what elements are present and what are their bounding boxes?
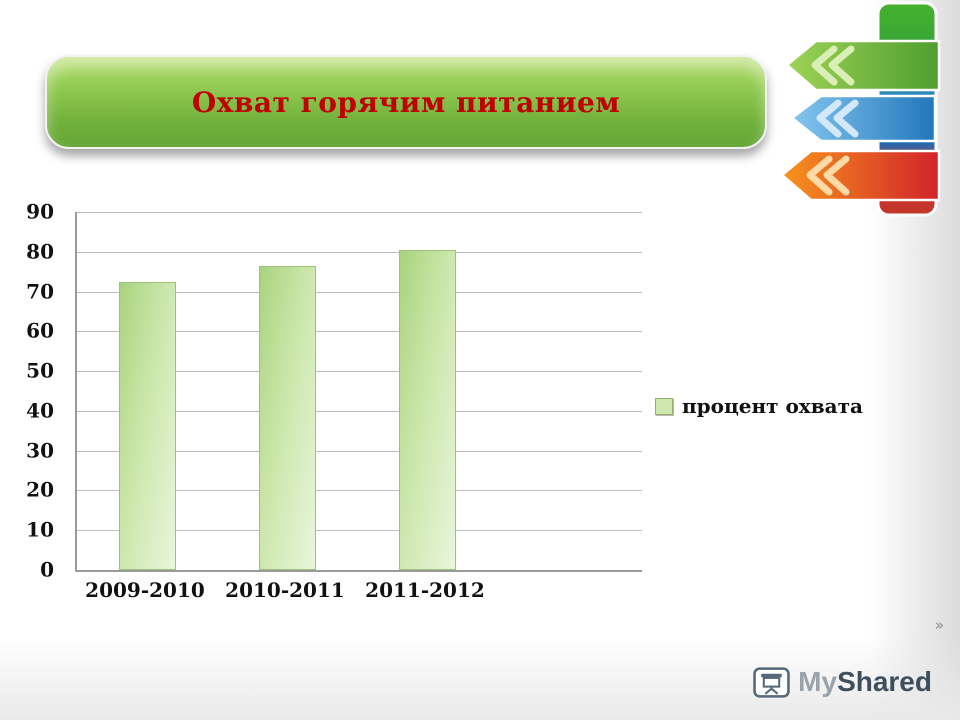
chevron-icon xyxy=(811,45,838,86)
bar-slot xyxy=(77,212,217,570)
gridline xyxy=(77,371,642,373)
x-tick-label: 2009-2010 xyxy=(85,578,205,602)
y-tick-label: 60 xyxy=(26,318,54,343)
legend-label: процент охвата xyxy=(682,394,863,418)
bar-slot xyxy=(357,212,497,570)
legend: процент охвата xyxy=(655,394,863,418)
legend-swatch-icon xyxy=(655,397,673,415)
gridline xyxy=(77,291,642,293)
bar-slot xyxy=(217,212,357,570)
ribbon-arrow-orange xyxy=(780,149,941,202)
chevron-icon xyxy=(828,45,855,86)
bar-2010-2011 xyxy=(258,265,316,570)
gridline xyxy=(77,410,642,412)
y-tick-label: 10 xyxy=(26,517,54,542)
background-bottom-shade xyxy=(0,638,960,720)
logo-text: MyShared xyxy=(798,666,932,698)
y-tick-label: 70 xyxy=(26,279,54,304)
myshared-logo[interactable]: MyShared xyxy=(753,666,932,698)
y-tick-label: 50 xyxy=(26,358,54,383)
x-axis-labels: 2009-2010 2010-2011 2011-2012 xyxy=(75,578,495,602)
gridline xyxy=(77,490,642,492)
gridline xyxy=(77,331,642,333)
y-tick-label: 0 xyxy=(40,557,54,582)
gridline xyxy=(77,450,642,452)
bar-2011-2012 xyxy=(398,249,456,570)
ribbon-arrow-blue xyxy=(789,94,937,143)
next-slide-arrow[interactable]: » xyxy=(934,616,944,634)
x-tick-label: 2011-2012 xyxy=(365,578,485,602)
chevron-icon xyxy=(833,99,859,138)
slide-title: Охват горячим питанием xyxy=(191,85,621,119)
x-tick-label: 2010-2011 xyxy=(225,578,345,602)
ribbon-arrow-green xyxy=(785,39,941,92)
y-tick-label: 30 xyxy=(26,438,54,463)
logo-prefix: My xyxy=(798,666,838,697)
y-tick-label: 80 xyxy=(26,239,54,264)
bar-2009-2010 xyxy=(118,281,176,570)
chevron-icon xyxy=(816,99,842,138)
gridline xyxy=(77,212,642,213)
title-banner: Охват горячим питанием xyxy=(45,55,767,149)
y-tick-label: 20 xyxy=(26,477,54,502)
projector-screen-icon xyxy=(753,666,790,698)
bars xyxy=(77,212,497,570)
ribbon-decoration xyxy=(742,0,960,232)
gridline xyxy=(77,530,642,532)
gridline xyxy=(77,251,642,253)
y-tick-label: 90 xyxy=(26,199,54,224)
y-tick-label: 40 xyxy=(26,398,54,423)
plot-area xyxy=(75,212,642,572)
ribbon-arrows-graphic xyxy=(780,1,941,217)
chevron-icon xyxy=(823,155,850,196)
y-axis-labels: 0 10 20 30 40 50 60 70 80 90 xyxy=(12,200,64,582)
chevron-icon xyxy=(806,155,833,196)
logo-suffix: Shared xyxy=(837,666,932,697)
